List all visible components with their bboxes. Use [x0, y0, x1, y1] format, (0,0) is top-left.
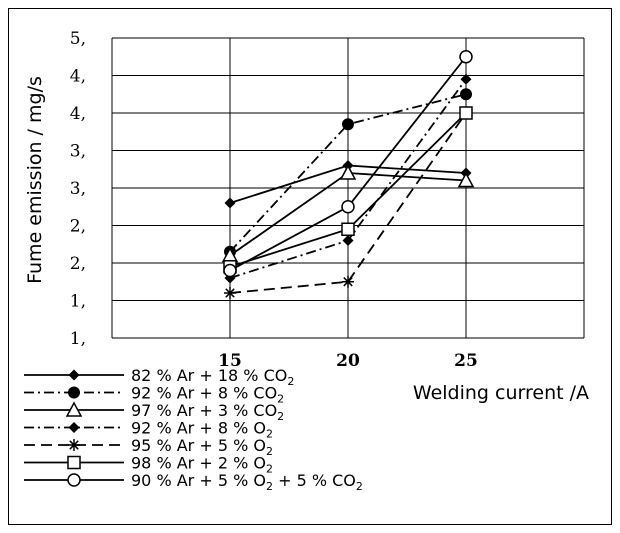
y-tick-labels: 1, 1, 2, 2, 3, 3, 4, 4, 5,: [70, 29, 86, 349]
legend-item: 97 % Ar + 3 % CO2: [24, 401, 284, 423]
y-tick-label: 1,: [70, 292, 86, 312]
x-tick-label: 20: [336, 351, 360, 371]
marker-asterisk: [224, 287, 236, 299]
legend-label: 92 % Ar + 8 % CO2: [131, 384, 284, 406]
marker-circle-open: [341, 200, 355, 214]
marker-circle-open: [67, 473, 81, 487]
marker-asterisk: [342, 275, 354, 288]
legend-item: 92 % Ar + 8 % CO2: [24, 384, 284, 406]
marker-square-open: [341, 222, 355, 236]
marker-diamond: [68, 422, 80, 433]
legend-item: 98 % Ar + 2 % O2: [24, 454, 273, 476]
legend-label: 95 % Ar + 5 % O2: [131, 436, 273, 458]
marker-diamond: [342, 235, 354, 246]
y-tick-label: 2,: [70, 254, 86, 274]
legend-label: 90 % Ar + 5 % O2 + 5 % CO2: [131, 471, 363, 493]
y-tick-label: 4,: [70, 104, 86, 124]
marker-triangle-open: [457, 171, 475, 188]
x-tick-label: 25: [454, 351, 478, 371]
marker-layer: [221, 50, 475, 299]
marker-square-open: [67, 455, 81, 470]
series-line-2: [229, 93, 467, 253]
legend-item: 92 % Ar + 8 % O2: [24, 419, 273, 441]
legend-item: 82 % Ar + 18 % CO2: [24, 366, 294, 388]
y-tick-label: 4,: [70, 67, 86, 87]
marker-circle-filled: [460, 88, 472, 101]
marker-triangle-open: [65, 401, 83, 417]
marker-circle-filled: [68, 386, 80, 399]
marker-triangle-open: [339, 164, 357, 180]
legend-label: 82 % Ar + 18 % CO2: [131, 366, 294, 388]
legend-label: 92 % Ar + 8 % O2: [131, 419, 273, 441]
legend-label: 97 % Ar + 3 % CO2: [131, 401, 284, 423]
marker-circle-filled: [342, 118, 354, 131]
marker-circle-open: [223, 263, 237, 278]
y-tick-label: 3,: [70, 142, 86, 162]
x-axis-label: Welding current /A: [413, 382, 589, 404]
chart-frame: [8, 8, 612, 525]
y-tick-label: 2,: [70, 217, 86, 237]
series-line-5: [229, 112, 467, 294]
y-tick-label: 3,: [70, 179, 86, 199]
y-axis-label: Fume emission / mg/s: [24, 76, 46, 284]
marker-diamond: [68, 369, 80, 381]
legend-item: 90 % Ar + 5 % O2 + 5 % CO2: [24, 471, 363, 493]
x-tick-labels: 15 20 25: [218, 351, 478, 371]
marker-diamond: [224, 197, 236, 209]
grid-layer: [111, 37, 585, 339]
marker-square-open: [459, 106, 473, 120]
marker-circle-open: [459, 50, 473, 64]
marker-diamond: [460, 73, 472, 85]
y-tick-label: 5,: [70, 29, 86, 49]
y-tick-label: 1,: [70, 329, 86, 349]
x-tick-label: 15: [218, 351, 242, 371]
legend-label: 98 % Ar + 2 % O2: [131, 454, 273, 476]
marker-asterisk: [68, 439, 80, 451]
legend-item: 95 % Ar + 5 % O2: [24, 436, 273, 458]
